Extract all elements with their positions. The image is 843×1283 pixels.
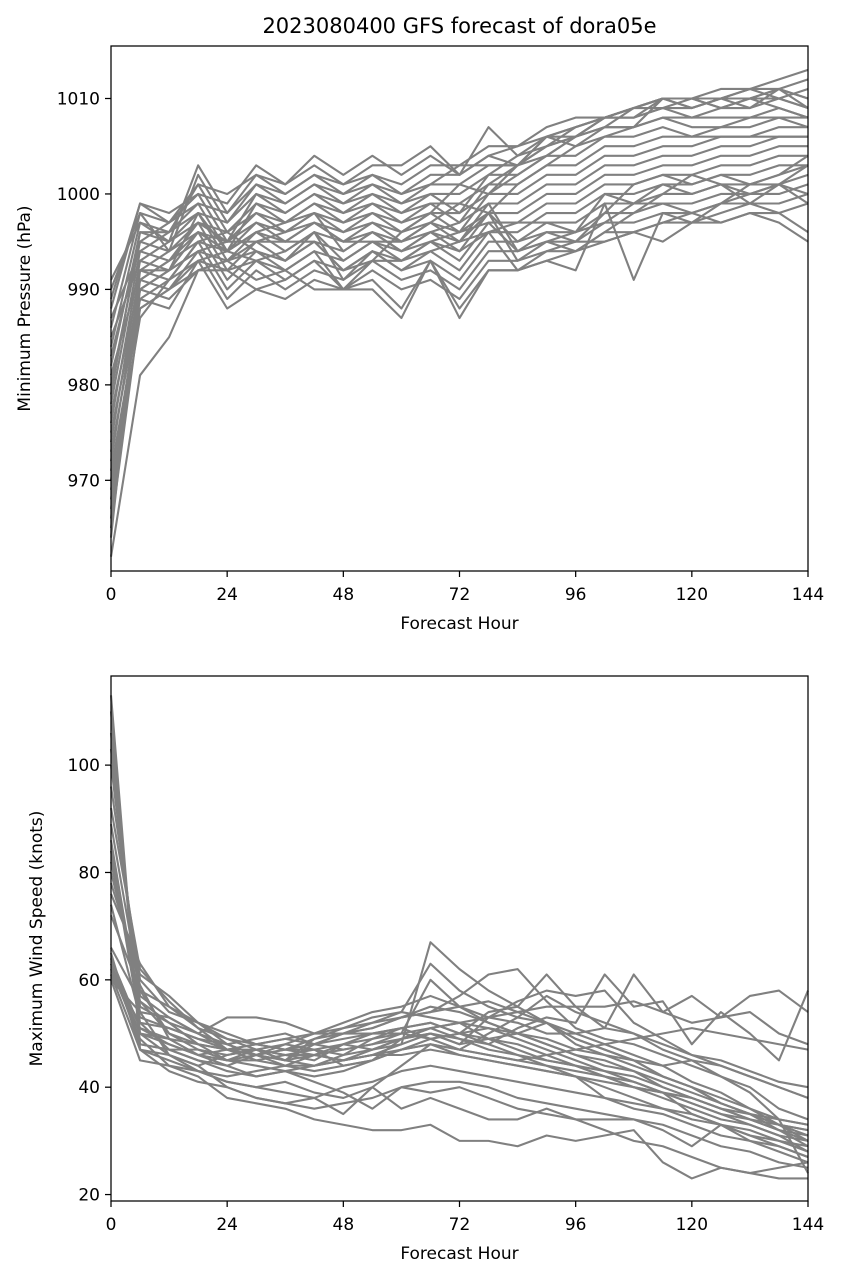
wind-series-line-18 xyxy=(110,957,809,1067)
pressure-series-line-20 xyxy=(110,173,809,338)
pressure-x-tick-label: 144 xyxy=(792,585,824,605)
pressure-series-line-11 xyxy=(109,116,808,347)
pressure-series-line-27 xyxy=(109,183,809,510)
wind-series-line-8 xyxy=(109,823,809,1099)
wind-x-tick-label: 144 xyxy=(792,1215,824,1235)
wind-series-line-19 xyxy=(110,963,809,1062)
wind-y-axis-label: Maximum Wind Speed (knots) xyxy=(27,811,47,1067)
wind-x-axis-label: Forecast Hour xyxy=(400,1244,518,1264)
wind-plot-frame xyxy=(110,675,809,1202)
pressure-y-tick-label: 1000 xyxy=(57,185,100,205)
wind-x-tick-label: 72 xyxy=(449,1215,471,1235)
pressure-y-tick-label: 970 xyxy=(68,471,100,491)
wind-series-line-21 xyxy=(110,973,809,1078)
wind-series-group xyxy=(109,695,809,1180)
pressure-y-tick-label: 980 xyxy=(68,376,100,396)
pressure-panel: 2023080400 GFS forecast of dora05e 0 24 48… xyxy=(15,14,824,634)
pressure-axes: 0 24 48 72 96 120 144 970 980 990 1000 1010 xyxy=(57,90,824,606)
wind-series-line-20 xyxy=(110,968,809,1051)
chart-title: 2023080400 GFS forecast of dora05e xyxy=(262,14,656,38)
pressure-x-tick-label: 96 xyxy=(565,585,587,605)
wind-x-tick-label: 96 xyxy=(565,1215,587,1235)
wind-y-tick-label: 60 xyxy=(78,971,100,991)
wind-y-tick-label: 100 xyxy=(68,756,100,776)
pressure-x-tick-label: 72 xyxy=(449,585,471,605)
pressure-y-axis-label: Minimum Pressure (hPa) xyxy=(15,205,35,411)
wind-panel: 0 24 48 72 96 120 144 20 40 60 80 100 Forecast Hour… xyxy=(27,675,825,1264)
pressure-plot-frame xyxy=(110,45,809,572)
wind-y-tick-label: 40 xyxy=(78,1078,100,1098)
wind-axes: 0 24 48 72 96 120 144 20 40 60 80 100 xyxy=(68,756,825,1235)
pressure-x-tick-label: 24 xyxy=(216,585,238,605)
wind-x-tick-label: 120 xyxy=(676,1215,708,1235)
pressure-series-group xyxy=(109,68,809,557)
pressure-x-axis-label: Forecast Hour xyxy=(400,614,518,634)
pressure-x-tick-label: 120 xyxy=(676,585,708,605)
wind-x-tick-label: 48 xyxy=(333,1215,355,1235)
pressure-x-tick-label: 48 xyxy=(333,585,355,605)
wind-series-line-24 xyxy=(110,963,809,1164)
wind-series-line-17 xyxy=(110,947,809,1174)
pressure-y-tick-label: 990 xyxy=(68,280,100,300)
wind-series-line-26 xyxy=(110,968,808,1180)
wind-y-tick-label: 80 xyxy=(78,863,100,883)
pressure-series-line-10 xyxy=(109,107,809,366)
wind-series-line-27 xyxy=(110,974,809,1158)
wind-series-line-28 xyxy=(110,957,809,1175)
pressure-y-tick-label: 1010 xyxy=(57,90,100,110)
pressure-series-line-28 xyxy=(109,212,809,519)
pressure-series-line-29 xyxy=(109,212,809,538)
wind-x-tick-label: 24 xyxy=(216,1215,238,1235)
wind-x-tick-label: 0 xyxy=(106,1215,117,1235)
pressure-x-tick-label: 0 xyxy=(106,585,117,605)
wind-series-line-14 xyxy=(110,893,809,1142)
wind-y-tick-label: 20 xyxy=(78,1186,100,1206)
